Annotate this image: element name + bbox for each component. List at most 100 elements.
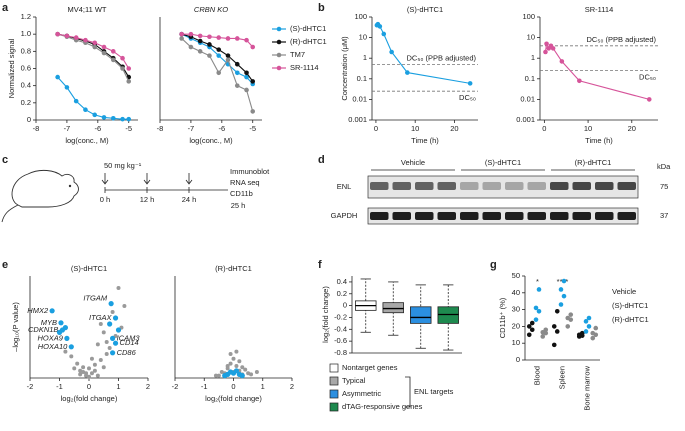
data-point xyxy=(55,74,60,80)
blot-band xyxy=(617,212,636,220)
y-axis-label: CD11b⁺ (%) xyxy=(498,297,507,338)
readout: Immunoblot xyxy=(230,167,270,176)
data-point xyxy=(120,116,125,122)
data-point xyxy=(244,87,249,93)
x-tick-label: 10 xyxy=(584,124,592,133)
legend-label: (S)-dHTC1 xyxy=(290,24,326,33)
point-label: MYB xyxy=(41,318,57,327)
data-point xyxy=(98,322,103,326)
reference-label: DC₅₀ xyxy=(459,93,476,102)
data-point xyxy=(101,44,107,50)
data-point xyxy=(197,38,203,44)
point-label: CD86 xyxy=(117,348,137,357)
point-label: ICAM3 xyxy=(117,333,141,342)
readout: RNA seq xyxy=(230,178,260,187)
data-point xyxy=(529,320,535,326)
data-point xyxy=(216,53,222,58)
legend-label: dTAG-responsive genes xyxy=(342,402,423,411)
data-point xyxy=(107,321,113,327)
chart-title: (S)-dHTC1 xyxy=(407,5,443,14)
legend-swatch xyxy=(329,363,339,373)
data-point xyxy=(213,373,218,378)
data-point xyxy=(533,305,539,311)
data-point xyxy=(104,340,109,344)
x-tick-label: -7 xyxy=(64,124,71,133)
y-tick-label: 0.1 xyxy=(357,74,367,83)
y-tick-label: 30 xyxy=(512,305,520,314)
data-point xyxy=(216,35,222,40)
data-point xyxy=(116,286,121,290)
x-tick-label: 0 xyxy=(231,382,235,391)
data-point xyxy=(540,329,546,335)
panel-label: f xyxy=(318,259,322,271)
data-point xyxy=(646,97,652,102)
data-point xyxy=(250,109,256,114)
time-label: 12 h xyxy=(140,195,155,204)
data-point xyxy=(98,358,103,362)
point-label: HOXA9 xyxy=(37,333,63,342)
point-label: ITGAX xyxy=(89,313,113,322)
data-point xyxy=(83,107,88,112)
blot-group-label: (S)-dHTC1 xyxy=(485,158,521,167)
x-tick-label: -1 xyxy=(56,382,63,391)
panel-label: g xyxy=(490,259,497,271)
data-point xyxy=(225,53,231,58)
y-tick-label: -0.6 xyxy=(334,336,347,345)
y-tick-label: 40 xyxy=(512,288,520,297)
point-label: CDKN1B xyxy=(28,325,58,334)
blot-marker: 37 xyxy=(660,211,668,220)
point-label: HOXA10 xyxy=(38,342,68,351)
x-tick-label: Blood xyxy=(532,366,541,385)
data-point xyxy=(234,349,239,354)
data-point xyxy=(244,70,249,76)
panel-label: b xyxy=(318,2,325,14)
data-point xyxy=(101,330,106,335)
blot-band xyxy=(572,212,591,220)
data-point xyxy=(225,57,231,63)
blot-band xyxy=(550,182,569,190)
x-tick-label: -5 xyxy=(125,124,132,133)
data-point xyxy=(64,85,70,90)
data-point xyxy=(254,370,259,374)
data-point xyxy=(110,115,116,121)
y-tick-label: 0.8 xyxy=(21,46,31,55)
mouse-tail xyxy=(1,204,19,223)
reference-label: DC₅₀ (PPB adjusted) xyxy=(587,35,657,44)
x-tick-label: Bone marrow xyxy=(582,365,591,410)
data-point xyxy=(110,350,116,356)
data-point xyxy=(558,302,564,307)
x-tick-label: 1 xyxy=(261,382,265,391)
y-tick-label: 0.4 xyxy=(21,81,31,90)
legend-marker xyxy=(276,52,282,58)
y-tick-label: 0.001 xyxy=(516,115,535,124)
blot-row-label: ENL xyxy=(337,182,352,191)
blot-band xyxy=(482,182,501,190)
blot-band xyxy=(505,212,524,220)
legend-label: TM7 xyxy=(290,50,305,59)
data-point xyxy=(92,40,98,46)
point-label: HMX2 xyxy=(27,306,49,315)
panel-label: c xyxy=(2,154,8,166)
data-point xyxy=(536,287,542,292)
data-point xyxy=(543,49,548,55)
data-point xyxy=(89,356,94,361)
y-tick-label: 10 xyxy=(527,33,535,42)
data-point xyxy=(467,81,473,86)
data-point xyxy=(593,325,599,331)
data-point xyxy=(250,44,256,50)
y-tick-label: 0.6 xyxy=(21,63,31,72)
x-tick-label: -2 xyxy=(27,382,34,391)
data-point xyxy=(234,364,239,368)
data-point xyxy=(64,335,70,341)
data-point xyxy=(219,370,224,374)
blot-band xyxy=(505,182,524,190)
data-point xyxy=(559,59,565,64)
legend-label: (S)-dHTC1 xyxy=(612,301,648,310)
y-tick-label: 0.01 xyxy=(352,94,367,103)
blot-band xyxy=(617,182,636,190)
y-axis-label: Normalized signal xyxy=(7,38,16,98)
blot-band xyxy=(370,182,389,190)
blot-row-label: GAPDH xyxy=(331,211,358,220)
data-point xyxy=(234,70,240,76)
data-point xyxy=(377,24,383,29)
